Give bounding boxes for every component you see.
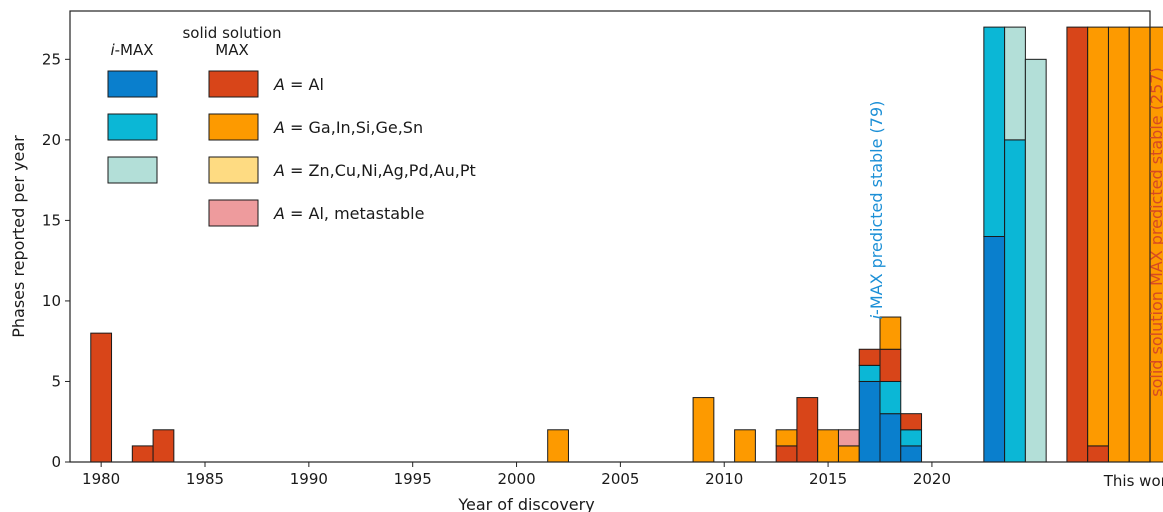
legend: i-MAX solid solution MAX A = Al A = Ga,In…: [107, 24, 476, 227]
bar-2019-ss_red: [900, 413, 923, 431]
legend-swatch-imax_cyan: [107, 113, 158, 141]
legend-swatch-ss_orange: [208, 113, 259, 141]
bar-2018-imax_cyan: [879, 380, 902, 415]
bar-2018-ss_red: [879, 348, 902, 382]
this-work-bar-4-ss_red: [1066, 26, 1089, 463]
this-work-label: This work: [1103, 472, 1163, 490]
legend-label-ss_orange: A = Ga,In,Si,Ge,Sn: [273, 118, 423, 137]
bar-2011-ss_orange: [734, 429, 756, 463]
plot-frame: [69, 10, 1151, 463]
this-work-bar-2-imax_light: [1004, 26, 1026, 141]
legend-swatch-ss_red: [208, 70, 259, 98]
x-axis-label: Year of discovery: [457, 495, 594, 512]
x-tick-label-2010: 2010: [705, 470, 743, 488]
bar-2016-ss_orange: [837, 445, 860, 463]
legend-label-ss_pink: A = Al, metastable: [273, 204, 424, 223]
this-work-bar-1-imax_blue: [983, 236, 1006, 463]
y-tick-label-0: 0: [51, 453, 61, 471]
legend-swatch-ss_pink: [208, 199, 259, 227]
legend-header-max: MAX: [215, 41, 248, 59]
x-tick-label-1990: 1990: [290, 470, 328, 488]
bar-2016-ss_pink: [837, 429, 860, 447]
bar-2019-imax_blue: [900, 445, 923, 463]
x-tick-label-1995: 1995: [394, 470, 432, 488]
legend-header-imax: i-MAX: [110, 41, 153, 59]
legend-label-ss_red: A = Al: [273, 75, 324, 94]
bar-2017-imax_cyan: [858, 364, 881, 382]
bar-1980-ss_red: [90, 332, 113, 463]
legend-swatch-ss_yellow: [208, 156, 259, 184]
legend-entries: A = Al A = Ga,In,Si,Ge,Sn A = Zn,Cu,Ni,Ag,…: [107, 70, 476, 227]
bars-layer: [90, 26, 1163, 463]
legend-header-solid-solution: solid solution: [182, 24, 281, 42]
y-tick-label-5: 5: [51, 372, 61, 390]
bar-1982-ss_red: [131, 445, 154, 463]
legend-swatch-imax_blue: [107, 70, 158, 98]
x-tick-label-2020: 2020: [913, 470, 951, 488]
this-work-bar-1-imax_cyan: [983, 26, 1006, 237]
x-tick-label-1985: 1985: [186, 470, 224, 488]
legend-label-ss_yellow: A = Zn,Cu,Ni,Ag,Pd,Au,Pt: [273, 161, 476, 180]
x-tick-label-2000: 2000: [497, 470, 535, 488]
axes-layer: 1980 1985 1990 1995 2000 2005 2010 2015 20200510…: [42, 50, 951, 488]
y-tick-label-25: 25: [42, 50, 61, 68]
bar-2019-imax_cyan: [900, 429, 923, 447]
bar-1983-ss_red: [152, 429, 175, 463]
this-work-bar-3-imax_light: [1024, 58, 1047, 463]
this-work-bar-5-ss_red: [1087, 445, 1109, 463]
y-tick-label-15: 15: [42, 211, 61, 229]
ss-predicted-annotation: solid solution MAX predicted stable (257…: [1147, 67, 1163, 396]
y-tick-label-20: 20: [42, 131, 61, 149]
bar-2017-ss_red: [858, 348, 881, 366]
x-tick-label-2005: 2005: [601, 470, 639, 488]
bar-2018-imax_blue: [879, 413, 902, 463]
imax-predicted-annotation: i-MAX predicted stable (79): [867, 101, 886, 320]
bar-2009-ss_orange: [692, 397, 715, 463]
x-tick-label-1980: 1980: [82, 470, 120, 488]
this-work-bar-5-ss_orange: [1087, 26, 1109, 447]
bar-2013-ss_orange: [775, 429, 798, 447]
this-work-bar-6-ss_orange: [1107, 26, 1130, 463]
bar-2018-ss_orange: [879, 316, 902, 350]
bar-2017-imax_blue: [858, 380, 881, 463]
y-tick-label-10: 10: [42, 292, 61, 310]
x-tick-label-2015: 2015: [809, 470, 847, 488]
legend-swatch-imax_light: [107, 156, 158, 184]
bar-2013-ss_red: [775, 445, 798, 463]
bar-2014-ss_red: [796, 397, 819, 463]
bar-2015-ss_orange: [817, 429, 839, 463]
bar-2002-ss_orange: [547, 429, 569, 463]
this-work-bar-2-imax_cyan: [1004, 139, 1026, 463]
y-axis-label: Phases reported per year: [9, 135, 28, 338]
